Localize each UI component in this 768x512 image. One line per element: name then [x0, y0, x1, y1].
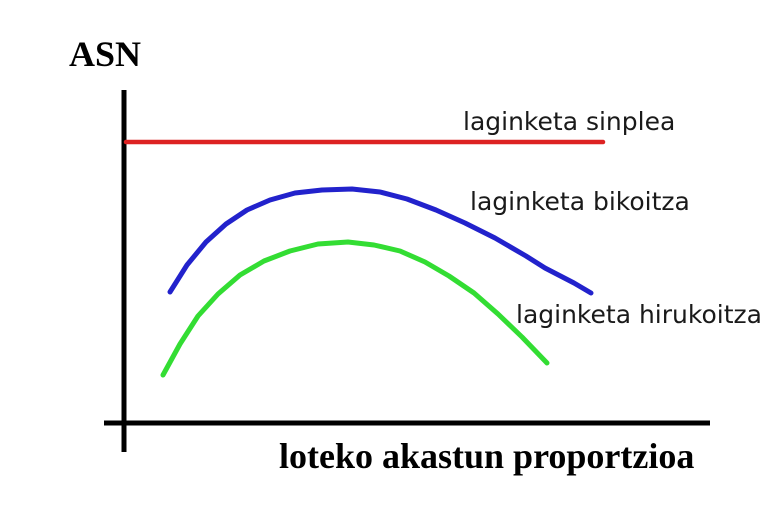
x-axis-title: loteko akastun proportzioa: [279, 436, 695, 476]
y-axis-title: ASN: [69, 34, 142, 74]
series-label-simple-sampling: laginketa sinplea: [463, 107, 676, 136]
series-curve-1: [167, 186, 594, 296]
series-label-triple-sampling: laginketa hirukoitza: [516, 300, 762, 329]
series-curve-2: [160, 239, 550, 378]
series-label-double-sampling: laginketa bikoitza: [470, 187, 690, 216]
